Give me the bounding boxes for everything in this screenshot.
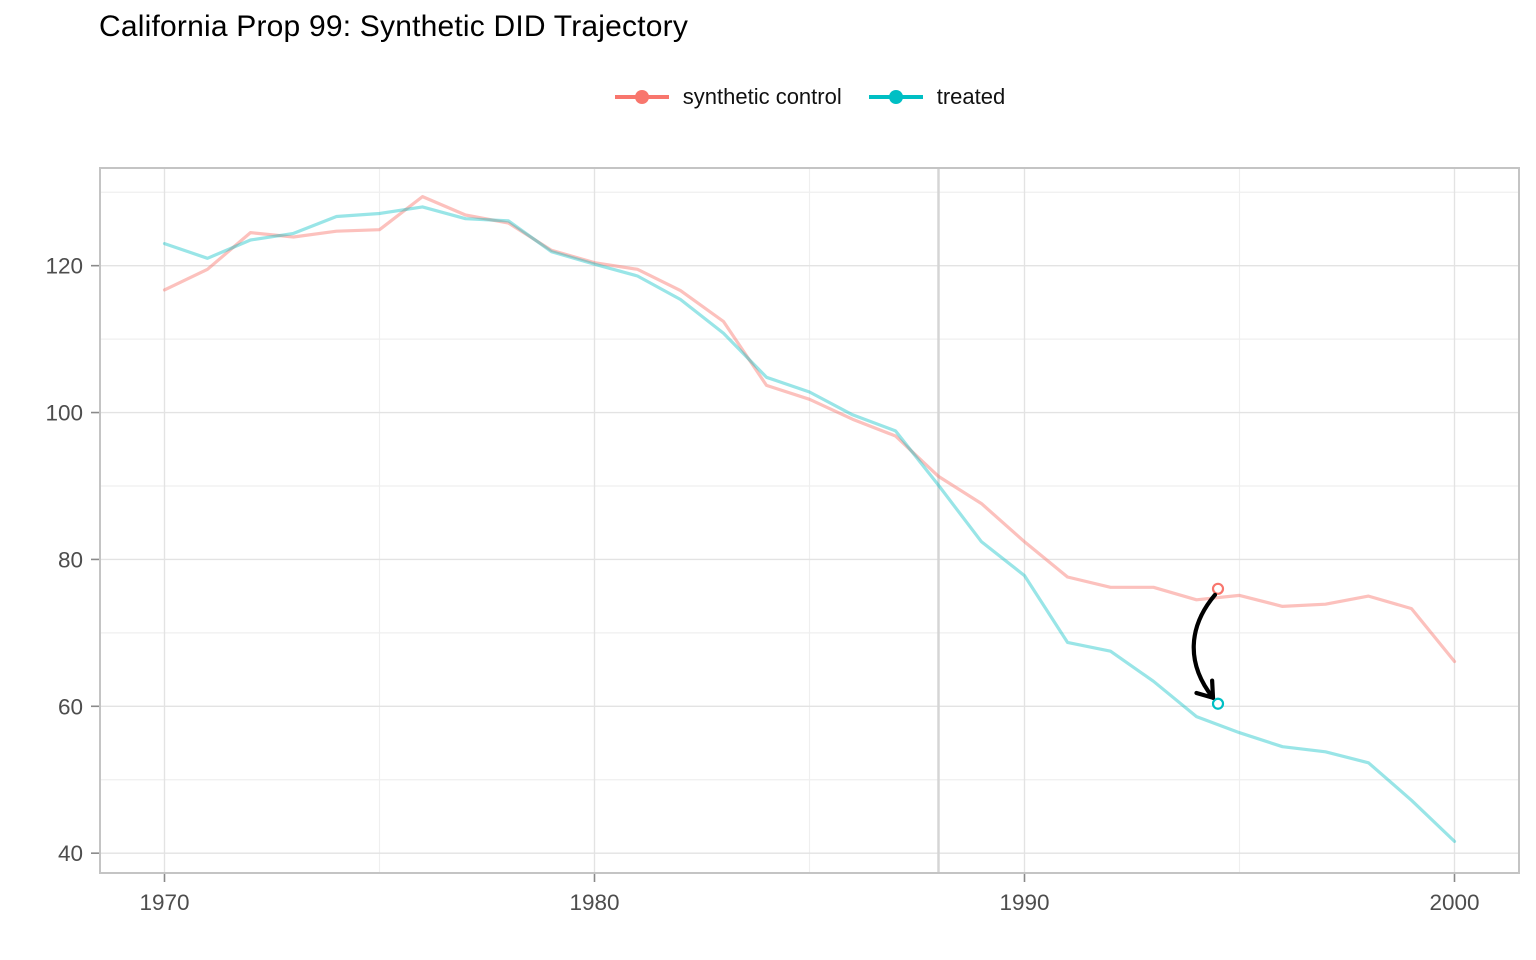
series-line-synthetic-control: [162, 195, 1457, 664]
legend-dot-synthetic-control: [634, 90, 649, 104]
legend-label-treated: treated: [936, 84, 1006, 109]
legend-item-treated: treated: [868, 84, 1006, 110]
chart-title: California Prop 99: Synthetic DID Trajec…: [99, 10, 689, 43]
point-treated: [1211, 697, 1225, 710]
legend-dot-treated: [888, 90, 903, 104]
series-line-treated: [162, 205, 1457, 844]
x-tick-label-2000: 2000: [1429, 890, 1479, 915]
legend-key-synthetic-control: [614, 90, 669, 104]
x-tick-label-1970: 1970: [139, 890, 189, 915]
y-tick-label-120: 120: [45, 254, 83, 279]
y-tick-label-100: 100: [45, 401, 83, 426]
x-tick-label-1980: 1980: [569, 890, 619, 915]
effect-arrow: [1191, 592, 1218, 700]
point-synthetic-control: [1211, 582, 1225, 595]
panel-border: [99, 167, 1520, 874]
legend-label-synthetic-control: synthetic control: [682, 84, 842, 109]
y-tick-label-40: 40: [58, 841, 83, 866]
y-tick-label-80: 80: [58, 547, 83, 572]
legend-item-synthetic-control: synthetic control: [614, 84, 842, 110]
legend: synthetic control treated: [100, 84, 1519, 110]
legend-key-treated: [868, 90, 923, 104]
y-tick-label-60: 60: [58, 694, 83, 719]
x-tick-label-1990: 1990: [999, 890, 1049, 915]
